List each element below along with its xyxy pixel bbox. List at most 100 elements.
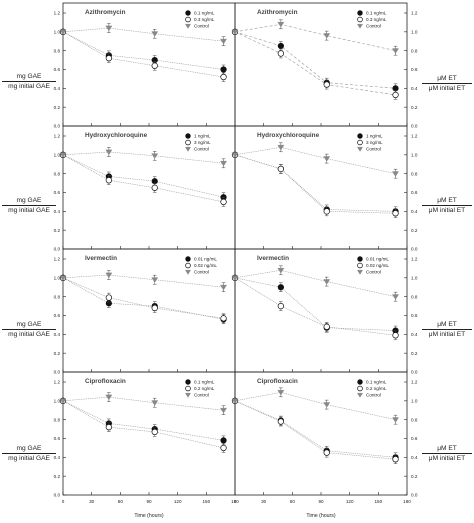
panel-title: Ciprofloxacin [257, 378, 298, 385]
y-axis-label-denominator: μM initial ET [428, 85, 466, 92]
data-point [151, 428, 158, 436]
y-tick-label: 0.2 [411, 228, 418, 233]
y-tick-label: 1.0 [54, 398, 61, 403]
series-line [62, 277, 224, 319]
series-line [234, 392, 396, 420]
legend-entry: 0.1 ng/mL [366, 11, 387, 16]
series-line [62, 396, 224, 411]
data-point [151, 277, 159, 283]
data-point [357, 379, 363, 385]
y-tick-label: 0.0 [54, 124, 61, 129]
data-point [323, 208, 330, 215]
series-line [62, 31, 224, 78]
data-point [277, 50, 285, 57]
y-tick-label: 0.0 [54, 493, 61, 498]
y-axis-label-numerator: mg GAE [2, 196, 56, 206]
y-tick-label: 0.2 [411, 105, 418, 110]
legend-entry: 0.3 ng/mL [366, 17, 387, 22]
y-tick-label: 0.0 [54, 247, 61, 252]
data-point [105, 424, 113, 431]
x-tick-label: 0 [234, 499, 237, 504]
legend-entry: 0.02 ng/mL [366, 263, 389, 268]
data-point [105, 25, 113, 32]
y-tick-label: 1.0 [54, 275, 61, 280]
y-tick-label: 0.4 [54, 86, 61, 91]
legend-entry: Control [366, 270, 381, 275]
data-point [392, 417, 399, 423]
y-tick-label: 0.6 [411, 190, 418, 195]
data-point [185, 10, 191, 16]
data-point [323, 449, 330, 456]
y-axis-label-denominator: μM initial ET [428, 207, 466, 214]
legend-entry: 3 ng/mL [366, 140, 383, 145]
y-tick-label: 0.2 [54, 351, 61, 356]
y-axis-label-denominator: mg initial GAE [8, 83, 50, 90]
y-tick-label: 0.0 [411, 493, 418, 498]
panel-left-3: 0.0 0.2 0.4 0.6 0.8 1.0 1.2 0 30 60 90 120 150 180 Cip… [54, 371, 239, 504]
data-point [323, 323, 330, 330]
panel-title: Azithromycin [257, 9, 298, 16]
y-tick-label: 0.2 [54, 105, 61, 110]
y-axis-label-right: μM ET μM initial ET [422, 196, 472, 215]
series-line [62, 400, 224, 441]
x-tick-label: 60 [290, 499, 296, 504]
data-point [151, 31, 159, 37]
panel-left-1: 0.0 0.2 0.4 0.6 0.8 1.0 1.2 Hydroxychloroquine 1… [54, 125, 236, 252]
y-tick-label: 1.2 [54, 11, 61, 16]
data-point [184, 392, 192, 398]
y-axis-label-left: mg GAE mg initial GAE [2, 72, 56, 91]
legend-entry: Control [194, 147, 209, 152]
data-point [151, 153, 159, 159]
y-tick-label: 1.2 [411, 11, 418, 16]
data-point [220, 198, 227, 206]
data-point [151, 400, 159, 406]
y-tick-label: 0.8 [54, 294, 61, 299]
series-line [234, 400, 396, 460]
panel-right-3: 0.0 0.2 0.4 0.6 0.8 1.0 1.2 0 30 60 90 120 150 180 Cip… [231, 371, 418, 504]
y-tick-label: 0.4 [54, 332, 61, 337]
y-tick-label: 0.0 [411, 124, 418, 129]
legend-entry: Control [194, 270, 209, 275]
series-line [234, 154, 396, 212]
data-point [392, 456, 399, 463]
legend-entry: 1 ng/mL [366, 134, 383, 139]
data-point [277, 390, 285, 396]
y-tick-label: 0.6 [54, 67, 61, 72]
series-line [234, 31, 396, 96]
data-point [105, 177, 113, 184]
data-point [277, 165, 285, 173]
panel-title: Ciprofloxacin [85, 378, 126, 385]
data-point [185, 379, 191, 385]
data-point [185, 256, 191, 262]
y-tick-label: 1.0 [411, 29, 418, 34]
legend-entry: 0.01 ng/mL [366, 257, 389, 262]
legend-entry: 0.02 ng/mL [194, 263, 217, 268]
data-point [356, 23, 364, 29]
data-point [151, 62, 158, 69]
legend-entry: Control [366, 24, 381, 29]
panel-title: Azithromycin [85, 9, 126, 16]
data-point [357, 10, 363, 16]
data-point [105, 294, 113, 301]
y-axis-label-left: mg GAE mg initial GAE [2, 196, 56, 215]
y-tick-label: 0.6 [411, 313, 418, 318]
panel-right-0: 0.0 0.2 0.4 0.6 0.8 1.0 1.2 Azithromycin 0.1 ng/… [231, 2, 418, 129]
series-line [234, 277, 396, 331]
data-point [392, 171, 399, 177]
data-point [356, 146, 364, 152]
y-tick-label: 1.2 [411, 134, 418, 139]
data-point [59, 275, 67, 281]
data-point [277, 284, 284, 291]
panel-title: Hydroxychloroquine [85, 132, 148, 139]
data-point [323, 81, 330, 88]
y-tick-label: 1.0 [54, 152, 61, 157]
x-tick-label: 90 [318, 499, 324, 504]
data-point [277, 42, 284, 50]
y-tick-label: 0.4 [54, 209, 61, 214]
data-point [356, 269, 364, 275]
series-line [62, 151, 224, 164]
y-tick-label: 0.8 [411, 417, 418, 422]
y-axis-label-numerator: μM ET [422, 444, 472, 454]
data-point [277, 144, 285, 151]
y-tick-label: 0.0 [411, 247, 418, 252]
